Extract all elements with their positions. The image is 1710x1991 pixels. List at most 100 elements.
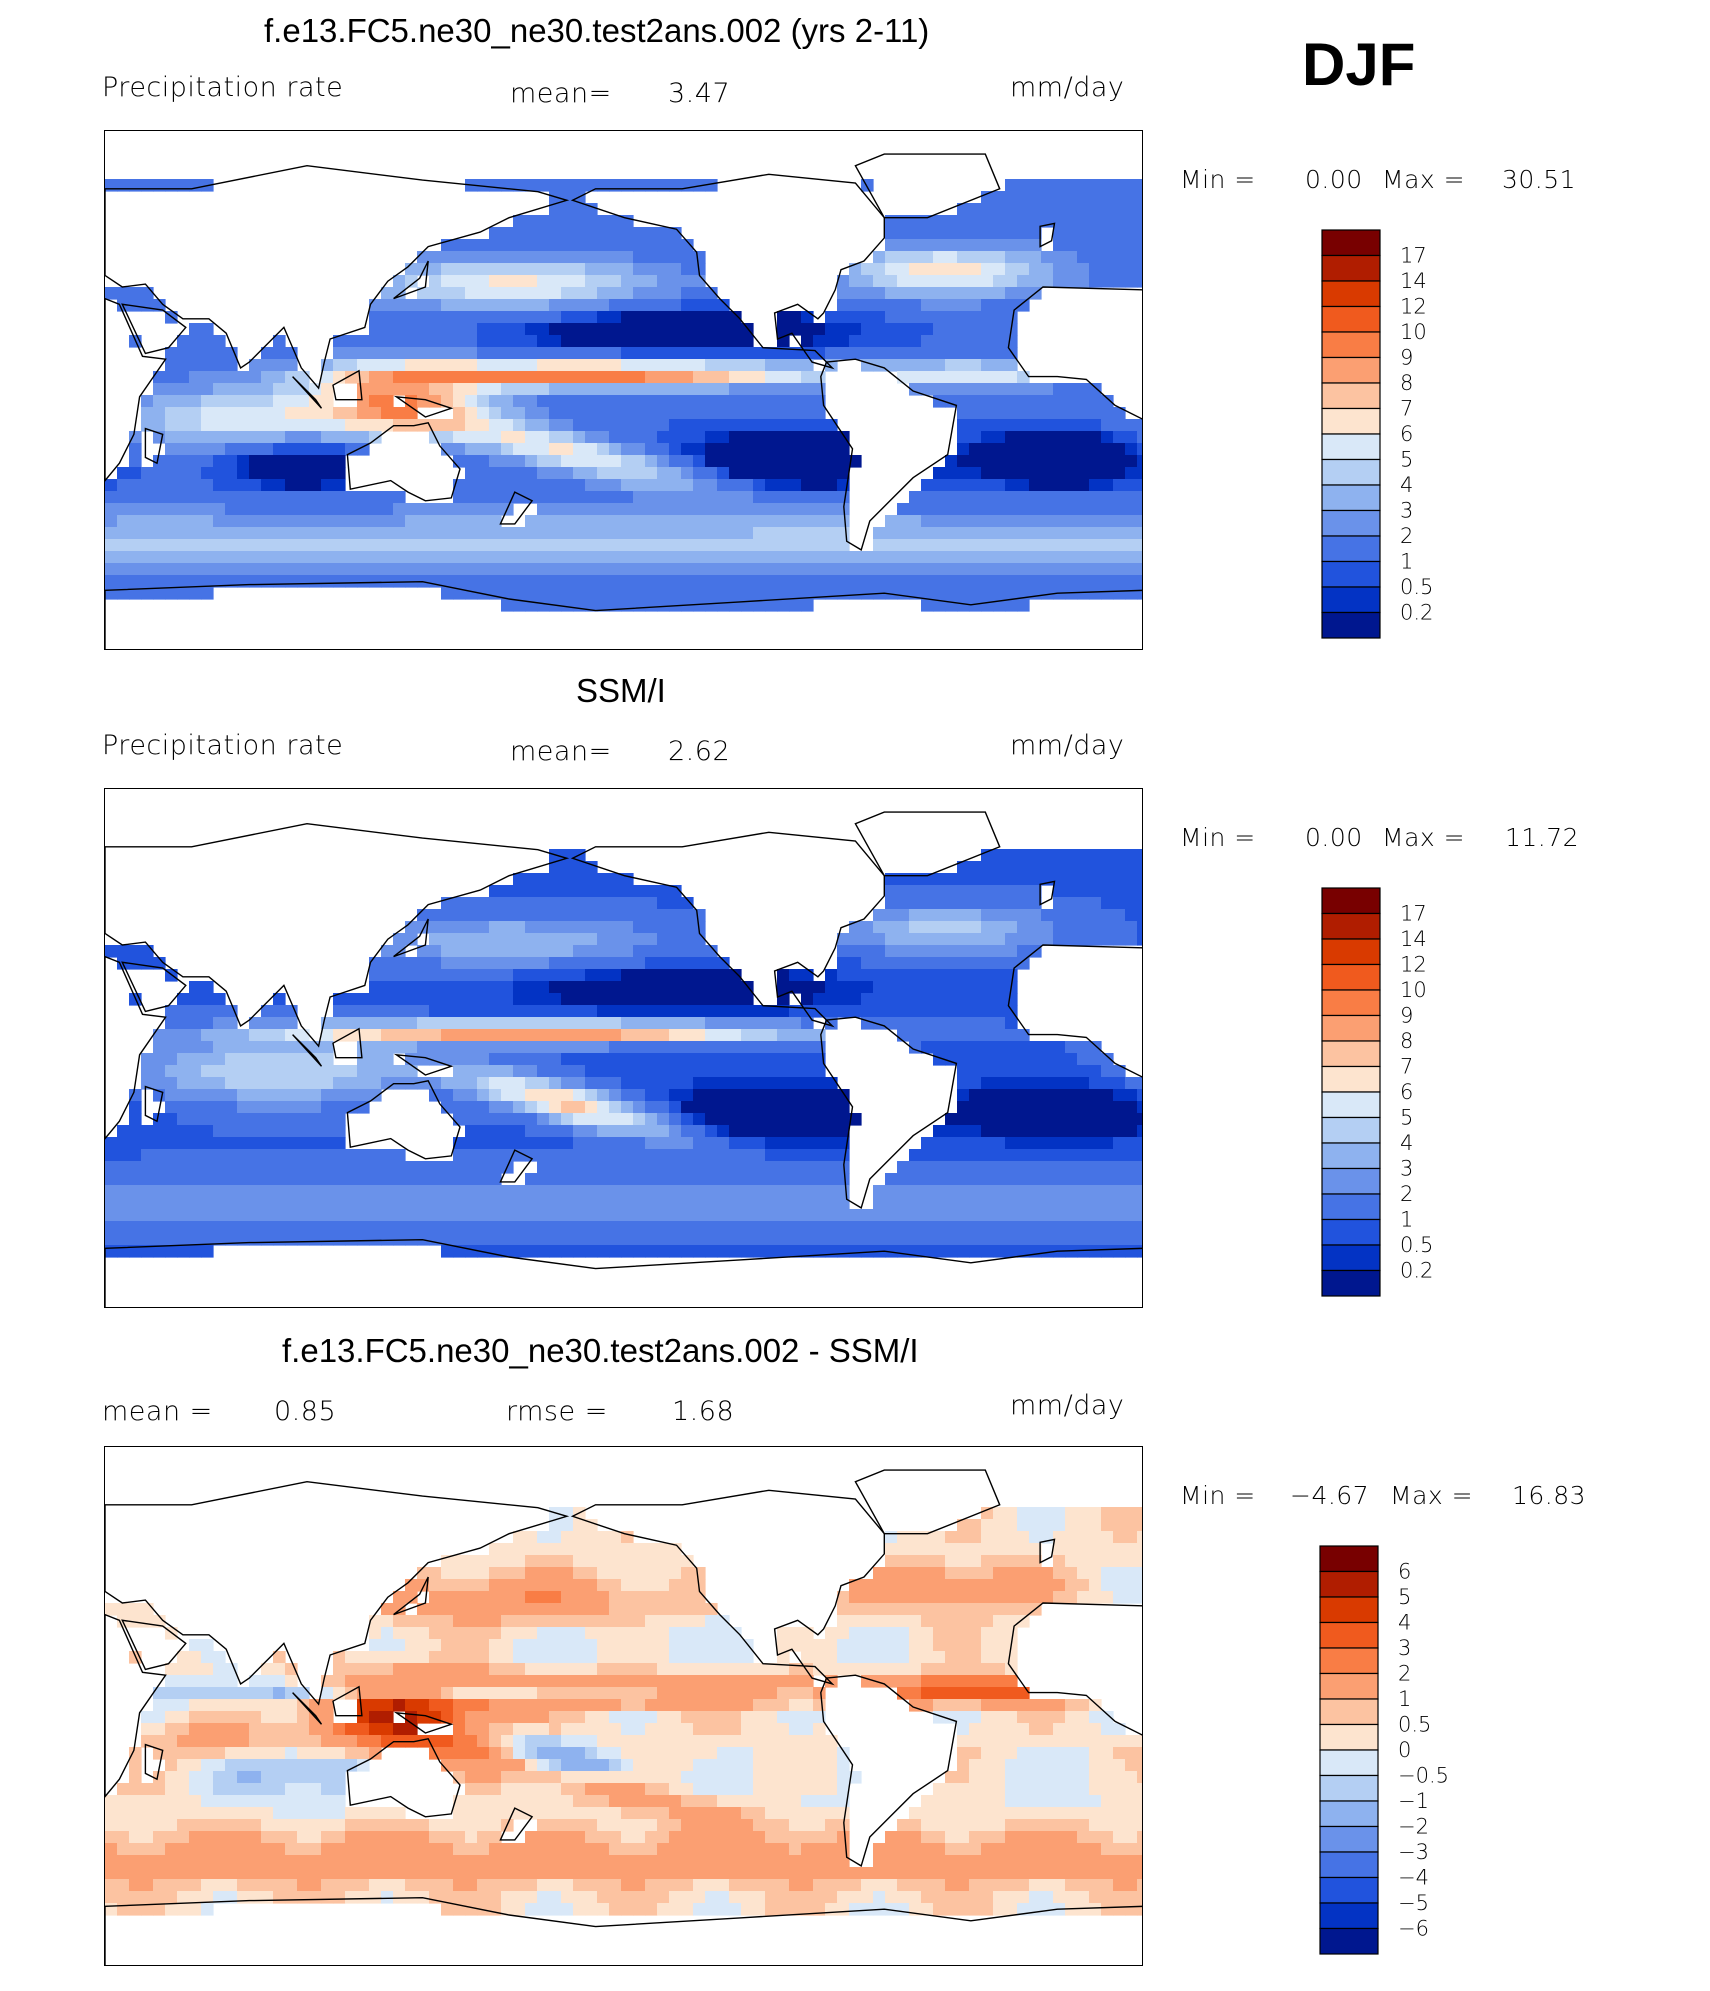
map-cell (1041, 551, 1054, 564)
map-cell (945, 383, 958, 396)
map-cell (681, 575, 694, 588)
map-cell (693, 431, 706, 444)
map-cell (597, 587, 610, 600)
map-cell (573, 1161, 586, 1174)
map-cell (477, 1065, 490, 1078)
map-cell (897, 299, 910, 312)
map-cell (909, 311, 922, 324)
map-cell (897, 1221, 910, 1234)
map-cell (1041, 203, 1054, 216)
map-cell (189, 1017, 202, 1030)
map-cell (633, 323, 646, 336)
map-cell (981, 227, 994, 240)
map-cell (801, 359, 814, 372)
map-cell (1005, 1555, 1018, 1568)
map-cell (945, 575, 958, 588)
map-cell (861, 335, 874, 348)
map-cell (1101, 849, 1114, 862)
map-cell (357, 1197, 370, 1210)
map-cell (273, 1233, 286, 1246)
map-cell (981, 587, 994, 600)
map-cell (693, 575, 706, 588)
map-cell (333, 551, 346, 564)
map-cell (429, 1591, 442, 1604)
map-cell (477, 455, 490, 468)
map-cell (621, 933, 634, 946)
map-cell (921, 479, 934, 492)
map-cell (741, 539, 754, 552)
map-cell (801, 311, 814, 324)
map-cell (549, 527, 562, 540)
map-cell (249, 1209, 262, 1222)
map-cell (1041, 587, 1054, 600)
map-cell (681, 1579, 694, 1592)
map-cell (453, 1567, 466, 1580)
map-cell (873, 1615, 886, 1628)
map-cell (621, 1543, 634, 1556)
map-cell (1029, 179, 1042, 192)
map-cell (885, 515, 898, 528)
map-cell (549, 395, 562, 408)
map-cell (789, 431, 802, 444)
map-cell (1005, 969, 1018, 982)
map-cell (645, 1591, 658, 1604)
map-cell (669, 1161, 682, 1174)
map-cell (993, 275, 1006, 288)
map-cell (909, 873, 922, 886)
map-cell (1005, 1579, 1018, 1592)
map-cell (549, 957, 562, 970)
map-cell (189, 1053, 202, 1066)
map-cell (573, 969, 586, 982)
map-cell (957, 1053, 970, 1066)
map-cell (813, 1173, 826, 1186)
map-cell (201, 1077, 214, 1090)
map-cell (441, 1603, 454, 1616)
map-cell (645, 1017, 658, 1030)
map-cell (657, 419, 670, 432)
map-cell (369, 1077, 382, 1090)
map-cell (753, 1185, 766, 1198)
map-cell (993, 311, 1006, 324)
map-cell (741, 467, 754, 480)
map-cell (501, 1125, 514, 1138)
map-cell (981, 239, 994, 252)
map-cell (621, 1161, 634, 1174)
map-cell (381, 1173, 394, 1186)
map-cell (105, 1173, 118, 1186)
map-cell (969, 491, 982, 504)
map-cell (621, 1579, 634, 1592)
map-cell (921, 503, 934, 516)
map-cell (1089, 885, 1102, 898)
map-cell (669, 1113, 682, 1126)
map-cell (1101, 503, 1114, 516)
map-cell (861, 551, 874, 564)
map-cell (537, 539, 550, 552)
map-cell (1113, 575, 1126, 588)
map-cell (717, 1197, 730, 1210)
map-cell (225, 1125, 238, 1138)
map-cell (1077, 897, 1090, 910)
map-cell (177, 1651, 190, 1664)
map-cell (633, 347, 646, 360)
map-cell (525, 539, 538, 552)
map-cell (1041, 1149, 1054, 1162)
map-cell (453, 371, 466, 384)
map-cell (837, 1221, 850, 1234)
panel2-max-value: 11.72 (1505, 823, 1580, 852)
map-cell (597, 419, 610, 432)
map-cell (801, 1149, 814, 1162)
map-cell (585, 371, 598, 384)
map-cell (1125, 527, 1138, 540)
map-cell (525, 981, 538, 994)
coastline (105, 580, 1142, 649)
map-cell (321, 419, 334, 432)
map-cell (693, 981, 706, 994)
map-cell (585, 539, 598, 552)
map-cell (837, 287, 850, 300)
map-cell (321, 1113, 334, 1126)
map-cell (1029, 897, 1042, 910)
map-cell (561, 503, 574, 516)
map-cell (165, 551, 178, 564)
coastlines (105, 153, 1142, 649)
map-cell (825, 1627, 838, 1640)
